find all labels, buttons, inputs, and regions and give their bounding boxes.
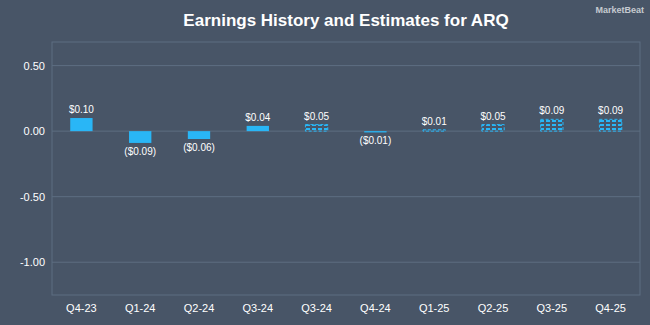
bar (70, 118, 92, 131)
data-label: $0.10 (69, 104, 94, 115)
bar (188, 131, 210, 139)
y-tick-label: 0.00 (24, 125, 45, 137)
bar (541, 119, 563, 131)
title: Earnings History and Estimates for ARQ (183, 11, 508, 30)
y-tick-label: 0.50 (24, 60, 45, 72)
bar (305, 125, 327, 132)
bar (129, 131, 151, 143)
bar (247, 126, 269, 131)
data-label: $0.09 (539, 105, 564, 116)
data-label: ($0.01) (360, 135, 392, 146)
data-label: ($0.09) (124, 146, 156, 157)
data-label: $0.09 (598, 105, 623, 116)
x-tick-label: Q4-25 (595, 302, 626, 314)
data-label: ($0.06) (183, 142, 215, 153)
bar (599, 119, 621, 131)
data-label: $0.04 (245, 112, 270, 123)
grid-line (52, 262, 640, 263)
bar (364, 131, 386, 132)
x-tick-label: Q3-24 (301, 302, 332, 314)
data-label: $0.05 (304, 111, 329, 122)
x-tick-label: Q1-25 (419, 302, 450, 314)
bars (70, 118, 622, 143)
x-tick-label: Q4-24 (360, 302, 391, 314)
grid (52, 66, 640, 263)
x-tick-label: Q3-25 (537, 302, 568, 314)
x-tick-label: Q3-24 (243, 302, 274, 314)
data-label: $0.01 (422, 116, 447, 127)
data-label: $0.05 (480, 111, 505, 122)
chart: 0.500.00-0.50-1.00$0.10($0.09)($0.06)$0.… (0, 0, 650, 325)
y-tick-label: -1.00 (20, 256, 45, 268)
x-tick-label: Q1-24 (125, 302, 156, 314)
x-tick-label: Q2-24 (184, 302, 215, 314)
data-labels: $0.10 ($0.09) ($0.06) $0.04 ($0.01) $0.05 $0.0… (69, 104, 624, 157)
x-tick-label: Q4-23 (66, 302, 97, 314)
y-tick-label: -0.50 (20, 191, 45, 203)
grid-line (52, 196, 640, 197)
bar (423, 130, 445, 131)
watermark: MarketBeat (595, 5, 644, 15)
grid-line (52, 65, 640, 66)
plot-frame (52, 42, 640, 295)
x-tick-label: Q2-25 (478, 302, 509, 314)
bar (482, 125, 504, 132)
